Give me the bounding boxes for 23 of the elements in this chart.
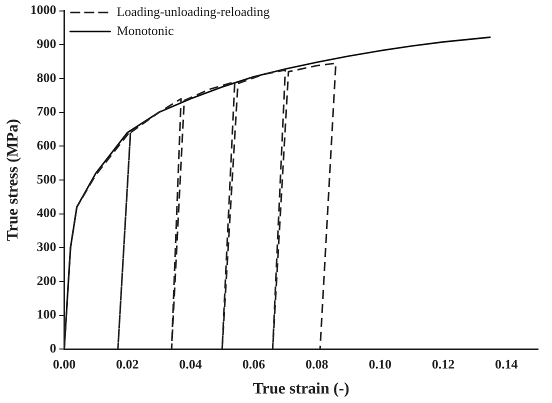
y-tick-label: 400: [36, 205, 56, 220]
legend-label: Monotonic: [116, 22, 174, 38]
x-tick-label: 0.02: [116, 356, 139, 372]
x-tick-label: 0.12: [432, 356, 455, 372]
x-tick-label: 0.08: [306, 356, 329, 372]
y-tick-label: 100: [36, 306, 56, 322]
legend-label: Loading-unloading-reloading: [116, 4, 270, 19]
y-tick-label: 800: [36, 70, 56, 85]
y-axis-title: True stress (MPa): [4, 118, 22, 242]
y-tick-label: 700: [36, 104, 56, 119]
y-tick-label: 900: [36, 36, 56, 51]
x-tick-label: 0.10: [368, 356, 392, 372]
x-tick-label: 0.14: [495, 356, 518, 372]
x-tick-label: 0.04: [179, 356, 202, 372]
y-tick-label: 1000: [30, 2, 56, 18]
x-axis-title: True strain (-): [252, 380, 350, 398]
y-tick-label: 500: [36, 171, 56, 186]
y-tick-label: 200: [36, 272, 56, 288]
y-tick-label: 0: [50, 340, 56, 356]
y-tick-label: 600: [36, 138, 56, 153]
x-tick-label: 0.00: [52, 356, 76, 372]
x-tick-label: 0.06: [242, 356, 266, 372]
y-tick-label: 300: [36, 239, 56, 254]
